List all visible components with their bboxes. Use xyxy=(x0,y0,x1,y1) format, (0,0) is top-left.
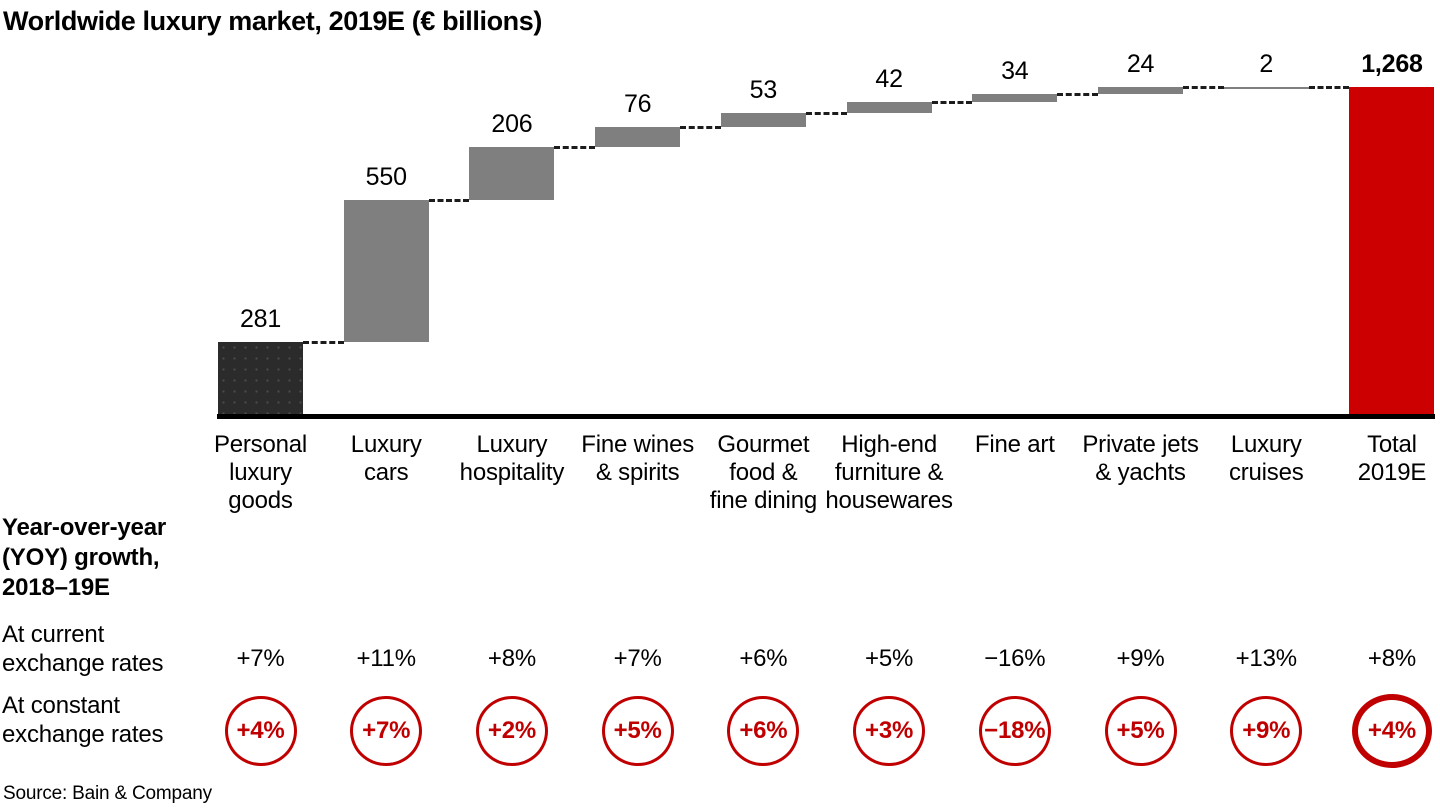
total-bar xyxy=(1349,86,1435,414)
page-title: Worldwide luxury market, 2019E (€ billio… xyxy=(3,6,542,36)
waterfall-bar xyxy=(1098,87,1184,94)
yoy-growth-heading: Year-over-year (YOY) growth, 2018–19E xyxy=(2,514,166,601)
category-label: Luxury hospitality xyxy=(459,431,565,486)
connector-line xyxy=(428,198,470,202)
bar-value-label: 281 xyxy=(239,304,282,333)
source-note: Source: Bain & Company xyxy=(3,783,212,804)
yoy-current-value: −16% xyxy=(984,645,1046,672)
yoy-current-value: +6% xyxy=(739,645,788,672)
bar-value-label: 76 xyxy=(623,89,652,118)
bar-value-label: 24 xyxy=(1126,50,1155,79)
yoy-constant-circle: +5% xyxy=(1104,696,1177,766)
yoy-constant-circle-total: +4% xyxy=(1351,694,1432,768)
yoy-constant-circle: +2% xyxy=(475,696,548,766)
yoy-current-value: +7% xyxy=(613,645,662,672)
yoy-current-value: +8% xyxy=(487,645,536,672)
category-label: Personal luxury goods xyxy=(213,431,308,514)
bar-value-label: 53 xyxy=(749,76,778,105)
connector-line xyxy=(680,125,721,129)
bar-value-label: 550 xyxy=(365,162,407,191)
waterfall-bar xyxy=(1223,86,1309,89)
x-axis-baseline xyxy=(217,414,1435,419)
waterfall-bar xyxy=(720,113,806,127)
bar-value-label: 1,268 xyxy=(1361,49,1423,78)
connector-line xyxy=(805,112,847,116)
yoy-constant-circle: +5% xyxy=(601,696,674,766)
connector-line xyxy=(1308,85,1350,89)
category-label: Fine art xyxy=(974,431,1055,458)
category-label: Private jets & yachts xyxy=(1082,431,1199,486)
yoy-constant-circle: +9% xyxy=(1230,696,1303,766)
category-label: Gourmet food & fine dining xyxy=(709,431,817,514)
bar-value-label: 42 xyxy=(875,65,903,94)
yoy-current-value: +13% xyxy=(1235,645,1297,672)
category-label: Luxury cruises xyxy=(1228,431,1304,486)
connector-line xyxy=(1183,86,1224,90)
category-label: Luxury cars xyxy=(350,431,422,486)
yoy-constant-circle: −18% xyxy=(978,696,1051,766)
yoy-current-value: +11% xyxy=(356,645,416,672)
connector-line xyxy=(931,101,973,105)
yoy-current-value: +9% xyxy=(1116,645,1165,672)
bar-value-label: 206 xyxy=(491,109,533,138)
category-label: Fine wines & spirits xyxy=(581,431,695,486)
current-exchange-rates-label: At current exchange rates xyxy=(2,621,164,677)
yoy-constant-circle: +6% xyxy=(727,696,800,766)
yoy-constant-circle: +3% xyxy=(853,696,926,766)
yoy-current-value: +8% xyxy=(1367,645,1417,672)
bar-value-label: 34 xyxy=(1001,56,1029,85)
connector-line xyxy=(554,145,596,149)
waterfall-bar xyxy=(846,102,932,114)
yoy-current-value: +7% xyxy=(236,645,285,672)
waterfall-bar xyxy=(343,199,429,342)
connector-line xyxy=(303,340,344,344)
yoy-constant-circle: +4% xyxy=(224,696,297,766)
constant-exchange-rates-label: At constant exchange rates xyxy=(2,692,164,748)
category-label: High-end furniture & housewares xyxy=(825,431,953,514)
waterfall-bar xyxy=(595,126,681,147)
category-label: Total 2019E xyxy=(1357,431,1427,486)
yoy-current-value: +5% xyxy=(865,645,914,672)
waterfall-bar xyxy=(218,341,303,414)
yoy-constant-circle: +7% xyxy=(350,696,423,766)
waterfall-bar xyxy=(972,93,1058,103)
waterfall-bar xyxy=(469,146,555,200)
connector-line xyxy=(1057,92,1099,96)
bar-value-label: 2 xyxy=(1259,49,1274,78)
